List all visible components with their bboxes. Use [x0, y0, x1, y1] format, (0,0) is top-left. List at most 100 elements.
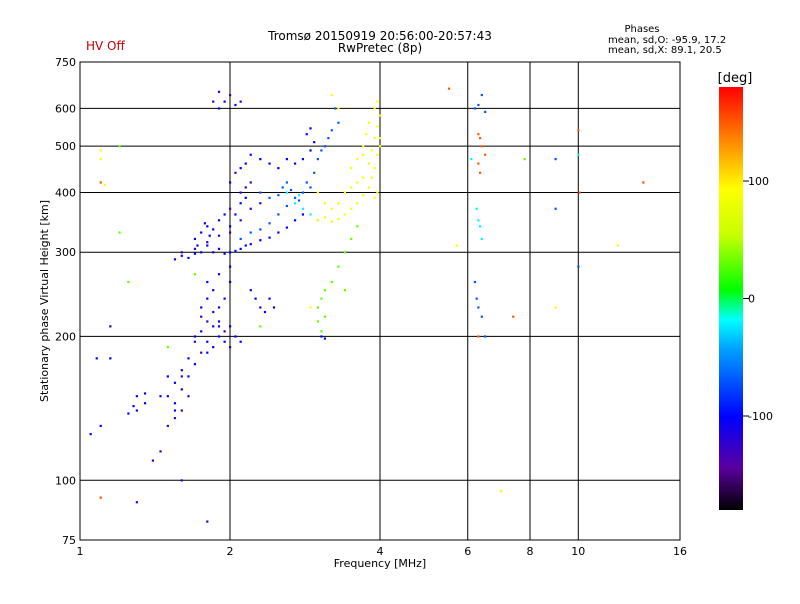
- data-point: [473, 107, 477, 110]
- y-tick-label: 500: [55, 140, 76, 153]
- data-point: [268, 222, 271, 225]
- data-point: [376, 191, 379, 194]
- data-point: [193, 335, 197, 338]
- data-point: [223, 252, 226, 255]
- data-point: [234, 103, 237, 107]
- data-point: [135, 409, 138, 412]
- data-point: [99, 149, 102, 152]
- data-point: [323, 145, 327, 148]
- data-point: [356, 225, 359, 228]
- data-point: [320, 330, 323, 333]
- data-point: [268, 236, 271, 239]
- data-point: [159, 450, 162, 453]
- data-point: [343, 251, 347, 254]
- data-point: [206, 520, 209, 523]
- data-point: [187, 375, 190, 378]
- data-point: [234, 249, 237, 253]
- data-point: [373, 137, 376, 140]
- data-point: [127, 412, 130, 415]
- data-point: [234, 213, 237, 216]
- data-point: [379, 145, 382, 148]
- data-point: [309, 306, 312, 309]
- y-tick-label: 600: [55, 102, 76, 115]
- data-point: [477, 335, 480, 338]
- data-point: [180, 479, 183, 482]
- data-point: [239, 219, 242, 222]
- data-point: [217, 90, 221, 93]
- data-point: [135, 395, 138, 398]
- data-point: [475, 207, 478, 210]
- data-point: [118, 231, 121, 234]
- x-tick-label: 2: [227, 545, 234, 558]
- data-point: [373, 167, 376, 170]
- data-point: [370, 149, 373, 152]
- data-point: [259, 239, 262, 242]
- data-point: [180, 369, 183, 372]
- data-point: [365, 133, 368, 136]
- data-point: [337, 265, 340, 268]
- data-point: [477, 219, 480, 222]
- data-point: [330, 93, 333, 97]
- data-point: [480, 315, 483, 318]
- data-points: [89, 87, 645, 523]
- data-point: [203, 222, 206, 225]
- data-point: [309, 186, 312, 189]
- data-point: [356, 158, 359, 161]
- data-point: [334, 107, 337, 110]
- data-point: [206, 280, 209, 284]
- colorbar-tick-label: 0: [748, 293, 755, 306]
- data-point: [206, 340, 209, 343]
- data-point: [523, 158, 526, 161]
- data-point: [193, 237, 197, 241]
- data-point: [323, 202, 327, 205]
- data-point: [99, 181, 102, 184]
- data-point: [212, 289, 215, 292]
- data-point: [212, 251, 215, 254]
- grid-layer: [80, 62, 680, 540]
- data-point: [217, 335, 221, 338]
- data-point: [217, 306, 221, 309]
- data-point: [350, 167, 353, 170]
- data-point: [309, 127, 312, 130]
- data-point: [268, 162, 271, 165]
- data-point: [208, 234, 211, 237]
- data-point: [135, 501, 138, 504]
- data-point: [480, 145, 483, 148]
- data-point: [455, 244, 458, 247]
- data-point: [132, 405, 135, 408]
- data-point: [259, 306, 262, 309]
- data-point: [200, 351, 203, 354]
- data-point: [268, 297, 271, 300]
- data-point: [301, 213, 305, 216]
- data-point: [95, 357, 98, 360]
- data-point: [362, 145, 365, 148]
- colorbar-label: [deg]: [718, 71, 753, 86]
- data-point: [118, 145, 121, 148]
- data-point: [173, 258, 177, 261]
- data-point: [193, 252, 197, 255]
- data-point: [289, 188, 293, 192]
- data-point: [316, 320, 319, 323]
- data-point: [217, 219, 221, 222]
- data-point: [239, 340, 242, 343]
- data-point: [259, 228, 262, 231]
- data-point: [187, 395, 190, 398]
- data-point: [173, 409, 177, 412]
- data-point: [217, 107, 221, 110]
- data-point: [281, 186, 284, 189]
- data-point: [577, 153, 580, 156]
- data-point: [206, 241, 209, 244]
- data-point: [376, 100, 379, 103]
- data-point: [373, 196, 376, 199]
- y-axis-label: Stationary phase Virtual Height [km]: [38, 200, 51, 402]
- data-point: [337, 202, 340, 205]
- data-point: [239, 247, 242, 250]
- y-tick-label: 200: [55, 330, 76, 343]
- data-point: [479, 225, 482, 228]
- y-tick-label: 750: [55, 56, 76, 69]
- data-point: [297, 199, 301, 202]
- data-point: [616, 244, 619, 247]
- data-point: [212, 346, 215, 349]
- data-point: [480, 237, 483, 241]
